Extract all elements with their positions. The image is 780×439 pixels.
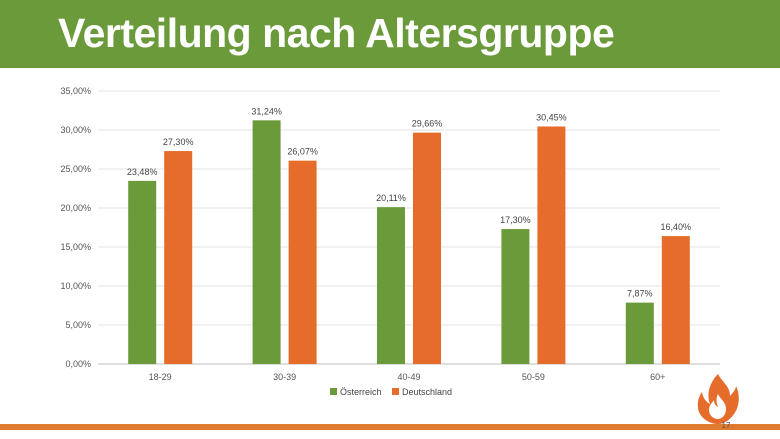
bar-deutschland: [288, 160, 317, 364]
y-tick-label: 5,00%: [65, 320, 91, 330]
legend-swatch: [392, 388, 399, 395]
data-label: 20,11%: [376, 193, 406, 203]
data-label: 23,48%: [127, 167, 158, 177]
slide-title: Verteilung nach Altersgruppe: [58, 10, 615, 56]
data-label: 17,30%: [500, 215, 531, 225]
legend-swatch: [330, 388, 337, 395]
bar-oesterreich: [252, 120, 281, 364]
bar-deutschland: [661, 236, 690, 364]
x-tick-label: 40-49: [397, 372, 420, 382]
data-label: 27,30%: [163, 137, 194, 147]
bar-deutschland: [164, 151, 193, 364]
data-label: 29,66%: [412, 119, 443, 129]
bar-deutschland: [537, 126, 566, 365]
y-tick-label: 30,00%: [60, 125, 91, 135]
bottom-accent-bar: [0, 424, 780, 430]
data-label: 31,24%: [251, 106, 282, 116]
bar-oesterreich: [128, 180, 157, 364]
y-tick-label: 0,00%: [65, 359, 91, 369]
legend-label: Österreich: [340, 387, 382, 397]
data-label: 16,40%: [661, 222, 692, 232]
bar-oesterreich: [377, 207, 405, 364]
bar-oesterreich: [501, 229, 530, 364]
bar-chart: 0,00% 5,00% 10,00% 15,00% 20,00% 25,00% 30,00%…: [60, 86, 720, 397]
y-tick-label: 35,00%: [60, 86, 91, 96]
slide-header: Verteilung nach Altersgruppe: [0, 0, 780, 68]
y-tick-label: 15,00%: [60, 242, 91, 252]
x-tick-label: 50-59: [522, 372, 545, 382]
x-tick-label: 18-29: [149, 372, 172, 382]
flame-icon: [697, 374, 739, 424]
page-number: 17: [721, 421, 731, 430]
y-tick-label: 25,00%: [60, 164, 91, 174]
y-tick-label: 20,00%: [60, 203, 91, 213]
data-label: 26,07%: [287, 147, 318, 157]
bar-deutschland: [413, 132, 441, 364]
data-label: 30,45%: [536, 112, 567, 122]
bar-oesterreich: [625, 302, 654, 364]
data-label: 7,87%: [627, 289, 653, 299]
y-tick-label: 10,00%: [60, 281, 91, 291]
x-tick-label: 30-39: [273, 372, 296, 382]
x-tick-label: 60+: [650, 372, 665, 382]
legend-label: Deutschland: [402, 387, 452, 397]
